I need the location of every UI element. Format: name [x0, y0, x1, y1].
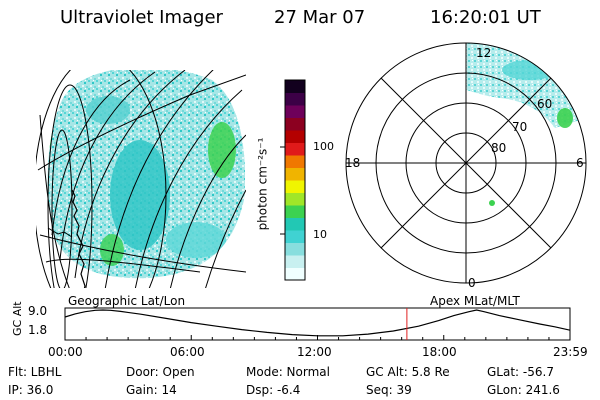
- mlat-label-70: 70: [512, 120, 528, 134]
- colorbar-segment: [285, 130, 305, 143]
- status-glat: GLat: -56.7: [487, 365, 554, 379]
- xtick-0600: 06:00: [170, 345, 205, 359]
- colorbar-segment: [285, 217, 305, 231]
- status-gain: Gain: 14: [126, 383, 177, 397]
- mlat-label-60: 60: [537, 97, 553, 111]
- right-panel-label: Apex MLat/MLT: [430, 294, 520, 308]
- colorbar-segment: [285, 192, 305, 206]
- xtick-1800: 18:00: [422, 345, 457, 359]
- colorbar-segment: [285, 105, 305, 118]
- colorbar-segment: [285, 142, 305, 156]
- colorbar-tick-100: 100: [313, 140, 334, 153]
- colorbar-segment: [285, 242, 305, 256]
- colorbar-segment: [285, 167, 305, 181]
- mlt-label-0: 0: [468, 276, 476, 290]
- colorbar-segment: [285, 155, 305, 168]
- colorbar-segment: [285, 230, 305, 243]
- colorbar-segment: [285, 267, 305, 281]
- mlt-label-18: 18: [345, 156, 361, 170]
- status-seq: Seq: 39: [366, 383, 412, 397]
- status-glon: GLon: 241.6: [487, 383, 560, 397]
- status-door: Door: Open: [126, 365, 195, 379]
- left-panel-label: Geographic Lat/Lon: [68, 294, 186, 308]
- altitude-ylabel: GC Alt: [11, 301, 24, 336]
- colorbar-tick-10: 10: [313, 228, 327, 241]
- status-ip: IP: 36.0: [8, 383, 54, 397]
- colorbar-segment: [285, 255, 305, 268]
- xtick-1200: 12:00: [297, 345, 332, 359]
- colorbar-segment: [285, 180, 305, 193]
- altitude-ytick-high: 9.0: [28, 304, 48, 318]
- colorbar-segment: [285, 92, 305, 106]
- colorbar-segment: [285, 117, 305, 131]
- xtick-0000: 00:00: [48, 345, 83, 359]
- status-filter: Flt: LBHL: [8, 365, 62, 379]
- mlat-label-80: 80: [491, 141, 507, 155]
- orbit-altitude-curve: [64, 309, 571, 337]
- altitude-ytick-low: 1.8: [28, 323, 48, 337]
- auroral-band: [466, 43, 580, 128]
- status-dsp: Dsp: -6.4: [246, 383, 301, 397]
- mlt-label-12: 12: [476, 46, 492, 60]
- colorbar-segment: [285, 205, 305, 218]
- coastline: [71, 189, 86, 288]
- date-label: 27 Mar 07: [274, 7, 366, 28]
- colorbar-segment: [285, 80, 305, 93]
- time-label: 16:20:01 UT: [430, 7, 541, 28]
- status-mode: Mode: Normal: [246, 365, 330, 379]
- mlt-label-6: 6: [576, 156, 584, 170]
- instrument-title: Ultraviolet Imager: [60, 7, 223, 28]
- xtick-2359: 23:59: [553, 345, 588, 359]
- status-gcalt: GC Alt: 5.8 Re: [366, 365, 450, 379]
